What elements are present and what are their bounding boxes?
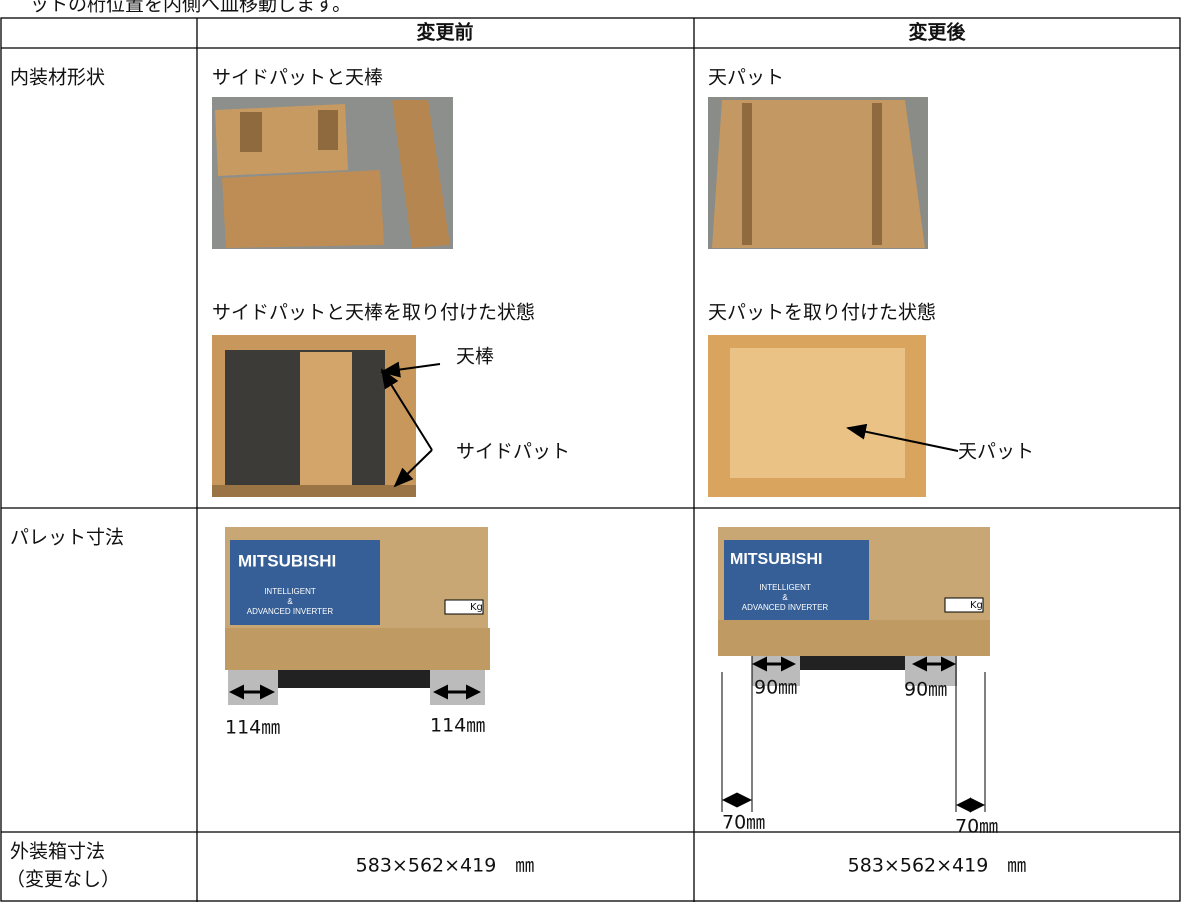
row-label: （変更なし）: [6, 869, 120, 891]
photo-installed-after: [708, 335, 926, 497]
dimension-lines: [721, 656, 986, 812]
header-after: 変更後: [908, 21, 966, 44]
row-label: パレット寸法: [10, 527, 124, 549]
dimension: 90㎜: [904, 679, 947, 701]
box-print: Kg: [470, 602, 483, 613]
box-print: MITSUBISHI: [730, 551, 822, 568]
photo-installed-before: [212, 335, 416, 497]
box-print: INTELLIGENT: [264, 587, 316, 596]
intro: ットの桁位置を内側へ皿移動します。: [30, 0, 351, 16]
photo-pallet-after: MITSUBISHI INTELLIGENT & ADVANCED INVERT…: [718, 527, 990, 686]
dimension: 114㎜: [225, 717, 280, 739]
caption: 天パット: [708, 67, 784, 89]
box-print: MITSUBISHI: [238, 551, 336, 570]
box-print: &: [782, 593, 788, 602]
box-print: INTELLIGENT: [759, 583, 811, 592]
caption: サイドパットと天棒を取り付けた状態: [212, 302, 535, 324]
arrow: [380, 368, 433, 451]
dimension: 70㎜: [722, 812, 765, 834]
row-label: 内装材形状: [10, 67, 105, 89]
photo-pallet-before: MITSUBISHI INTELLIGENT & ADVANCED INVERT…: [225, 527, 490, 705]
photo-top-pad: [708, 97, 928, 249]
callout: 天棒: [456, 346, 494, 368]
arrow: [846, 423, 959, 452]
box-print: &: [287, 597, 293, 606]
box-print: ADVANCED INVERTER: [742, 603, 829, 612]
row-label: 外装箱寸法: [10, 841, 105, 863]
arrow: [393, 449, 433, 488]
dimension: 70㎜: [955, 816, 998, 838]
dimension: 90㎜: [754, 677, 797, 699]
caption: 天パットを取り付けた状態: [708, 302, 936, 324]
dimension: 114㎜: [430, 715, 485, 737]
table-grid: [0, 17, 1181, 902]
photo-side-pads: [212, 97, 453, 249]
callout: 天パット: [958, 441, 1034, 463]
box-print: Kg: [970, 600, 983, 611]
box-print: ADVANCED INVERTER: [247, 607, 334, 616]
caption: サイドパットと天棒: [212, 67, 383, 89]
size: 583×562×419 ㎜: [848, 855, 1027, 877]
size: 583×562×419 ㎜: [356, 855, 535, 877]
callout: サイドパット: [456, 441, 570, 463]
header-before: 変更前: [416, 21, 473, 44]
